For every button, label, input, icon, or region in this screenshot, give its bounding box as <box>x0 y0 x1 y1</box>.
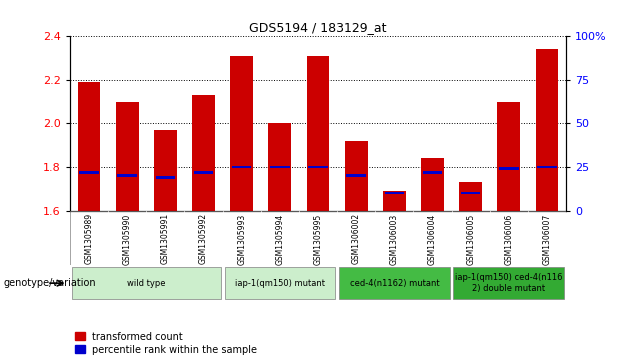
Text: GSM1306005: GSM1306005 <box>466 213 475 265</box>
Text: GSM1305991: GSM1305991 <box>161 213 170 264</box>
Text: GSM1306006: GSM1306006 <box>504 213 513 265</box>
Bar <box>225 267 335 299</box>
Bar <box>461 192 480 195</box>
Bar <box>383 191 406 211</box>
Text: GSM1305992: GSM1305992 <box>199 213 208 264</box>
Bar <box>156 176 175 179</box>
Bar <box>116 102 139 211</box>
Bar <box>385 192 404 195</box>
Bar <box>194 171 213 174</box>
Bar <box>72 267 221 299</box>
Text: wild type: wild type <box>127 279 165 287</box>
Legend: transformed count, percentile rank within the sample: transformed count, percentile rank withi… <box>75 331 258 355</box>
Text: genotype/variation: genotype/variation <box>3 278 96 288</box>
Bar <box>232 166 251 168</box>
Bar <box>453 267 564 299</box>
Bar <box>192 95 215 211</box>
Text: GSM1306004: GSM1306004 <box>428 213 437 265</box>
Bar <box>118 174 137 177</box>
Bar <box>307 56 329 211</box>
Bar <box>459 182 482 211</box>
Text: GSM1305994: GSM1305994 <box>275 213 284 265</box>
Text: iap-1(qm150) ced-4(n116
2) double mutant: iap-1(qm150) ced-4(n116 2) double mutant <box>455 273 563 293</box>
Bar <box>499 167 518 170</box>
Text: GSM1305990: GSM1305990 <box>123 213 132 265</box>
Bar <box>347 174 366 177</box>
Bar <box>421 158 444 211</box>
Bar <box>497 102 520 211</box>
Bar <box>78 82 100 211</box>
Text: GSM1305995: GSM1305995 <box>314 213 322 265</box>
Text: GSM1306007: GSM1306007 <box>543 213 551 265</box>
Bar <box>154 130 177 211</box>
Bar <box>270 166 289 168</box>
Text: GSM1306003: GSM1306003 <box>390 213 399 265</box>
Bar <box>345 141 368 211</box>
Text: GSM1305989: GSM1305989 <box>85 213 93 264</box>
Text: GSM1306002: GSM1306002 <box>352 213 361 264</box>
Bar <box>423 171 442 174</box>
Bar <box>230 56 253 211</box>
Bar <box>537 166 556 168</box>
Bar <box>339 267 450 299</box>
Text: ced-4(n1162) mutant: ced-4(n1162) mutant <box>350 279 439 287</box>
Text: GSM1305993: GSM1305993 <box>237 213 246 265</box>
Text: iap-1(qm150) mutant: iap-1(qm150) mutant <box>235 279 325 287</box>
Bar <box>308 166 328 168</box>
Bar <box>268 123 291 211</box>
Title: GDS5194 / 183129_at: GDS5194 / 183129_at <box>249 21 387 34</box>
Bar <box>80 171 99 174</box>
Bar <box>536 49 558 211</box>
